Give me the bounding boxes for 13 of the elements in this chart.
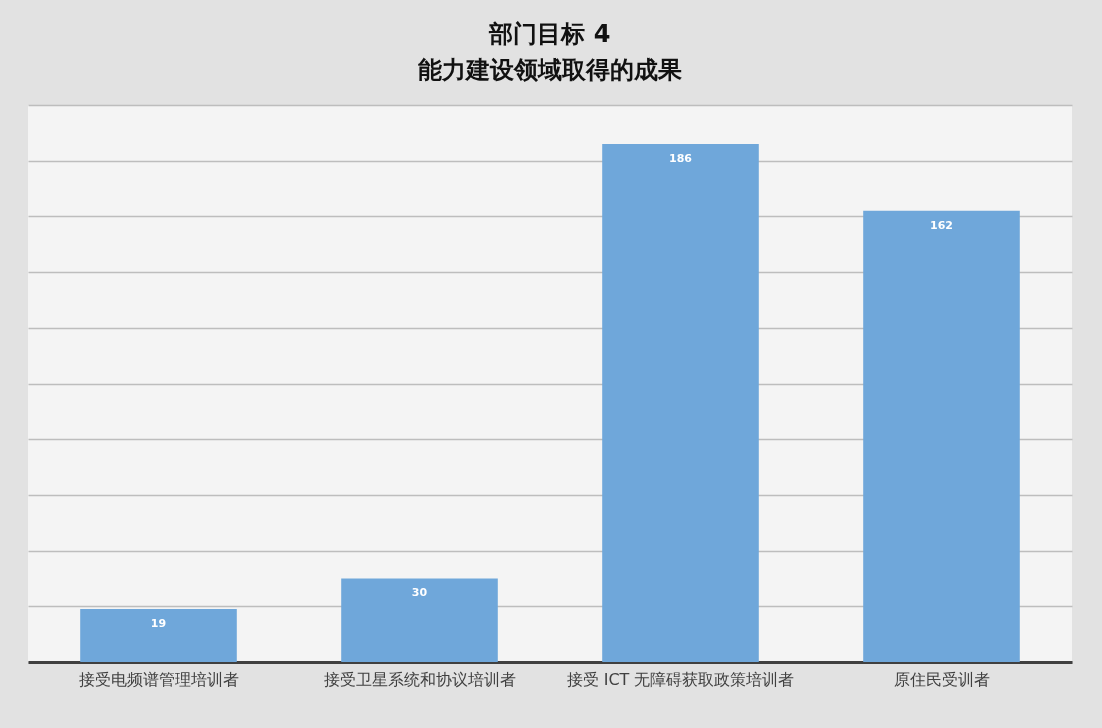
data-label: 186 bbox=[669, 151, 693, 165]
x-tick-label: 原住民受训者 bbox=[893, 669, 990, 689]
x-tick-label: 接受 ICT 无障碍获取政策培训者 bbox=[566, 669, 795, 689]
data-label: 162 bbox=[930, 218, 953, 232]
data-label: 19 bbox=[150, 617, 167, 631]
bar bbox=[341, 578, 498, 662]
bar bbox=[863, 210, 1020, 662]
bar bbox=[80, 609, 237, 662]
x-tick-label: 接受卫星系统和协议培训者 bbox=[323, 669, 516, 689]
bar bbox=[602, 143, 759, 662]
data-label: 30 bbox=[411, 586, 428, 600]
chart-title: 部门目标 4 能力建设领域取得的成果 bbox=[418, 20, 682, 84]
x-tick-label: 接受电频谱管理培训者 bbox=[78, 669, 239, 689]
